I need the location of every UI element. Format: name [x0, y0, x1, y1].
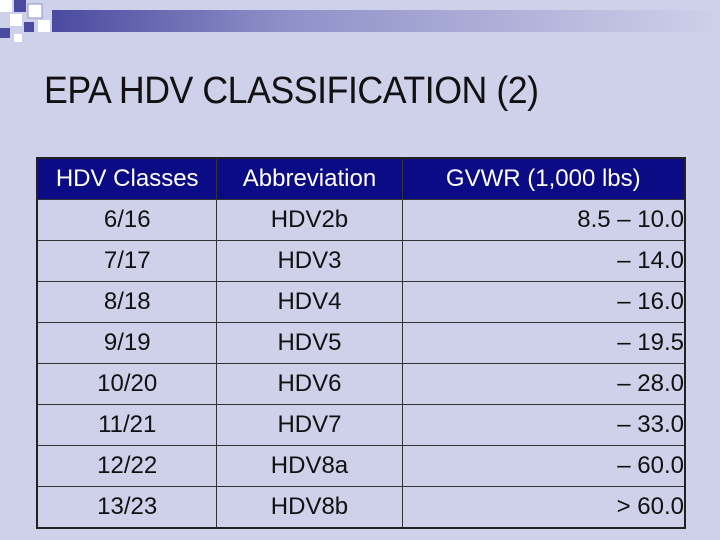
table-row: 11/21 HDV7 – 33.0 [36, 404, 686, 446]
cell-class: 13/23 [36, 486, 218, 529]
cell-abbreviation: HDV8b [216, 486, 403, 529]
cell-abbreviation: HDV6 [216, 363, 403, 405]
deco-square [24, 22, 34, 32]
cell-class: 6/16 [36, 199, 218, 241]
cell-gvwr: – 14.0 [401, 240, 686, 282]
deco-square [14, 34, 22, 42]
table-row: 8/18 HDV4 – 16.0 [36, 281, 686, 323]
cell-abbreviation: HDV7 [216, 404, 403, 446]
cell-abbreviation: HDV8a [216, 445, 403, 487]
header-abbreviation: Abbreviation [216, 157, 403, 200]
deco-square [10, 14, 22, 26]
cell-gvwr: – 16.0 [401, 281, 686, 323]
slide-title: EPA HDV CLASSIFICATION (2) [44, 70, 539, 112]
table-row: 10/20 HDV6 – 28.0 [36, 363, 686, 405]
cell-abbreviation: HDV5 [216, 322, 403, 364]
table-row: 7/17 HDV3 – 14.0 [36, 240, 686, 282]
table-header-row: HDV Classes Abbreviation GVWR (1,000 lbs… [36, 157, 686, 200]
hdv-classification-table: HDV Classes Abbreviation GVWR (1,000 lbs… [36, 157, 686, 529]
cell-class: 7/17 [36, 240, 218, 282]
cell-gvwr: > 60.0 [401, 486, 686, 529]
header-gvwr: GVWR (1,000 lbs) [401, 157, 686, 200]
header-hdv-classes: HDV Classes [36, 157, 218, 200]
deco-square [0, 28, 10, 38]
table-row: 6/16 HDV2b 8.5 – 10.0 [36, 199, 686, 241]
table-row: 9/19 HDV5 – 19.5 [36, 322, 686, 364]
cell-abbreviation: HDV3 [216, 240, 403, 282]
table-row: 12/22 HDV8a – 60.0 [36, 445, 686, 487]
deco-square [0, 0, 12, 12]
cell-abbreviation: HDV2b [216, 199, 403, 241]
deco-square [14, 0, 26, 12]
deco-square [27, 3, 43, 19]
cell-gvwr: – 19.5 [401, 322, 686, 364]
cell-class: 8/18 [36, 281, 218, 323]
cell-gvwr: – 33.0 [401, 404, 686, 446]
cell-abbreviation: HDV4 [216, 281, 403, 323]
deco-square [38, 20, 50, 32]
cell-gvwr: – 28.0 [401, 363, 686, 405]
cell-class: 10/20 [36, 363, 218, 405]
cell-gvwr: 8.5 – 10.0 [401, 199, 686, 241]
cell-gvwr: – 60.0 [401, 445, 686, 487]
decorative-banner [0, 0, 720, 42]
cell-class: 11/21 [36, 404, 218, 446]
cell-class: 9/19 [36, 322, 218, 364]
cell-class: 12/22 [36, 445, 218, 487]
table-row: 13/23 HDV8b > 60.0 [36, 486, 686, 529]
